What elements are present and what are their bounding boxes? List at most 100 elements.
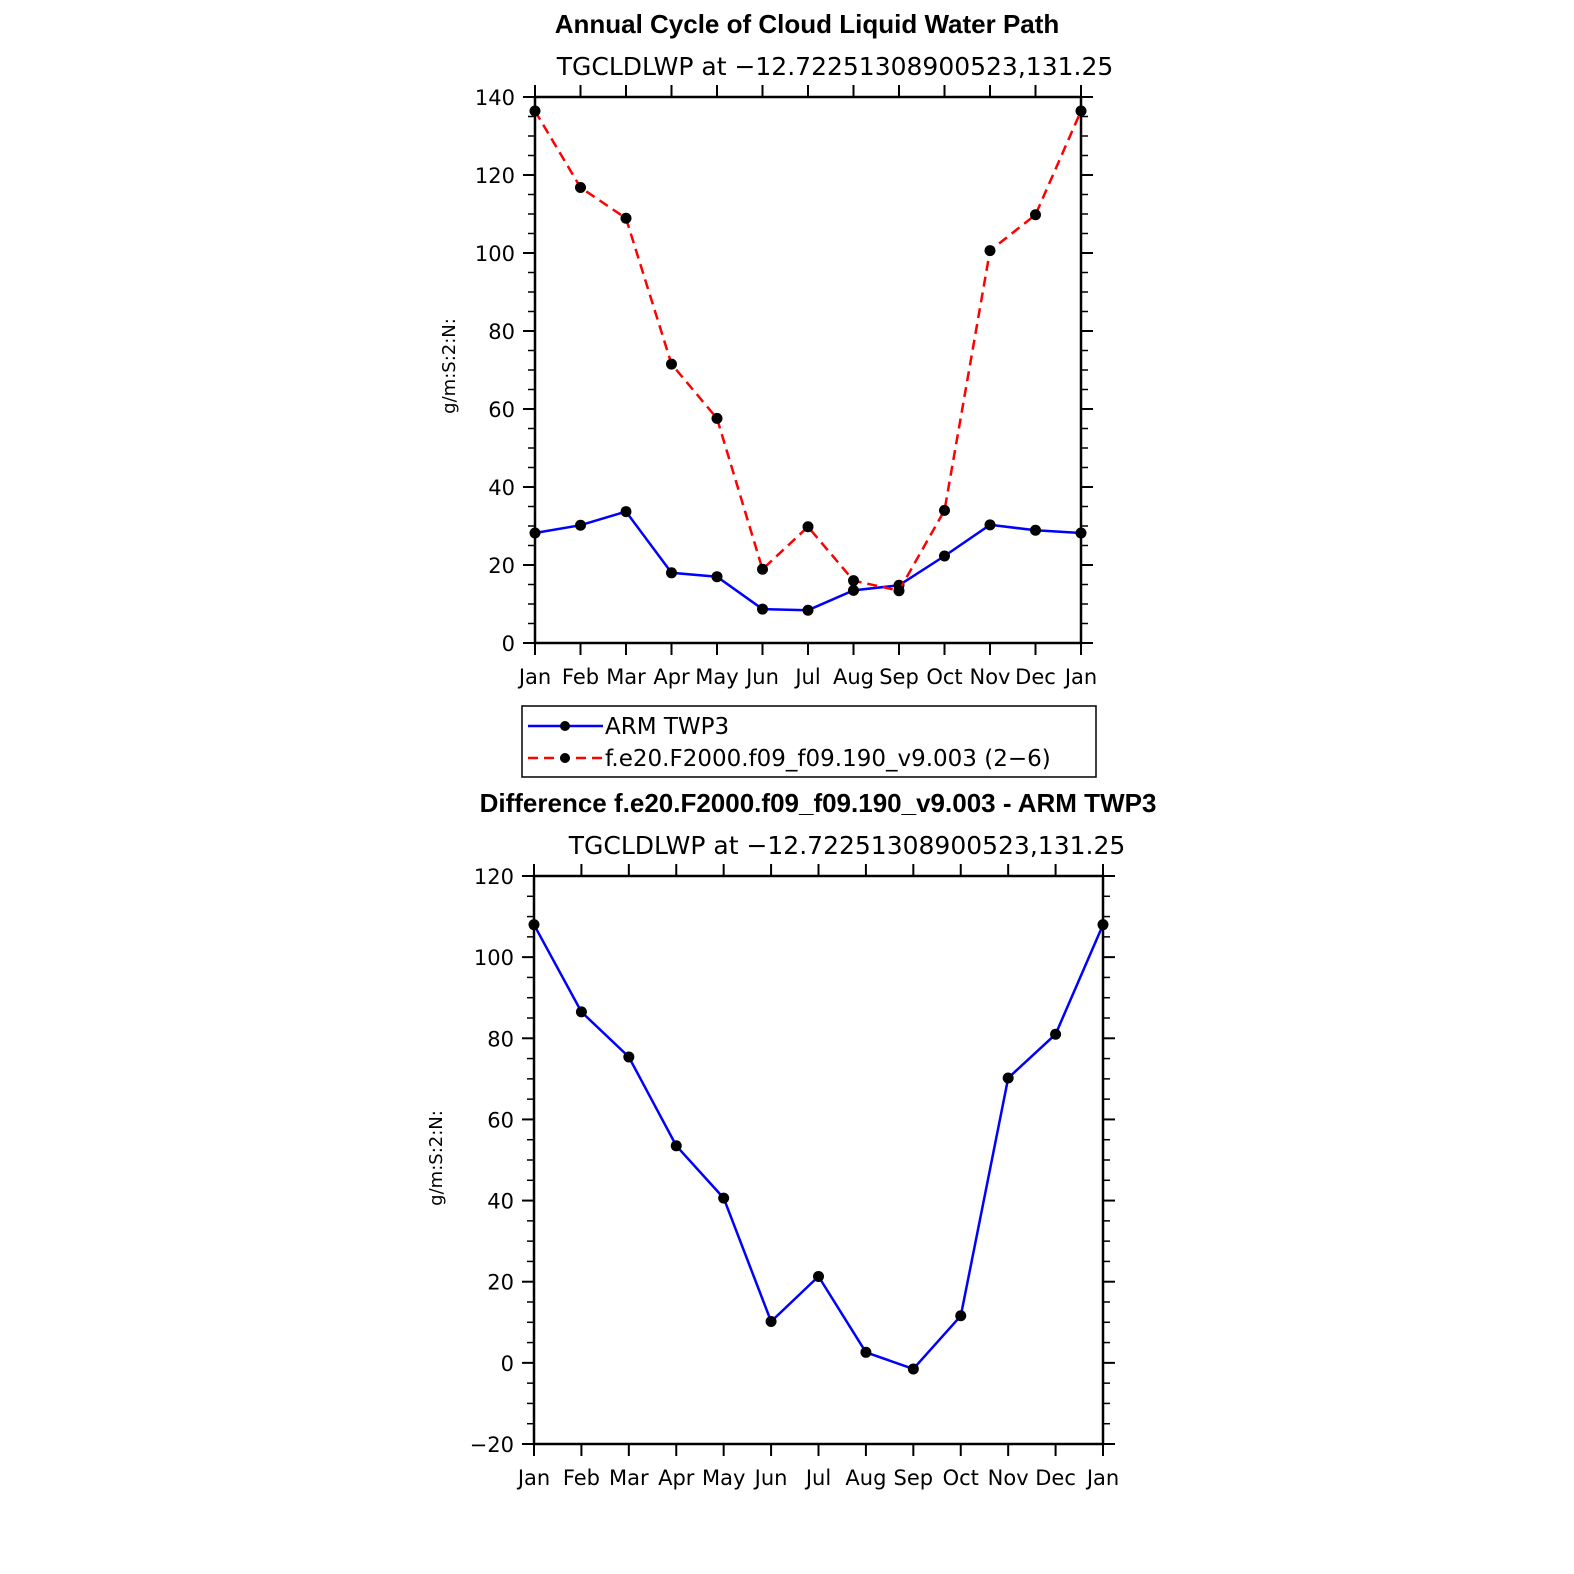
data-point	[848, 584, 859, 596]
series-line	[533, 110, 1083, 593]
x-tick-label: Oct	[926, 665, 962, 689]
x-tick-label: Aug	[845, 1466, 886, 1490]
data-point	[1075, 105, 1087, 117]
legend-label: ARM TWP3	[605, 714, 729, 740]
y-axis-label: g/m:S:2:N:	[426, 1110, 447, 1206]
data-point	[860, 1346, 872, 1358]
x-tick-label: Jun	[744, 665, 779, 689]
data-point	[620, 506, 632, 518]
data-point	[718, 1192, 730, 1204]
plot-frame	[533, 95, 1083, 645]
x-tick-label: Mar	[609, 1466, 649, 1490]
data-point	[670, 1140, 682, 1152]
x-tick-label: Jul	[804, 1466, 831, 1490]
data-point	[666, 358, 677, 370]
data-point	[1097, 919, 1109, 931]
legend-entry-arm-twp3: ARM TWP3	[528, 714, 729, 740]
y-tick-label: 20	[487, 1271, 514, 1295]
data-point	[984, 519, 996, 531]
data-point	[939, 550, 950, 562]
chart-subtitle: TGCLDLWP at −12.72251308900523,131.25	[556, 52, 1114, 81]
legend-box	[521, 705, 1097, 778]
y-axis-label: g/m:S:2:N:	[439, 318, 460, 414]
data-point	[575, 181, 586, 193]
data-point	[802, 521, 814, 533]
legend-label: f.e20.F2000.f09_f09.190_v9.003 (2−6)	[605, 746, 1051, 772]
y-tick-label: 100	[474, 946, 514, 970]
x-tick-label: Jul	[793, 665, 820, 689]
y-tick-label: 140	[475, 86, 515, 110]
data-point	[757, 603, 768, 615]
data-point	[955, 1310, 967, 1322]
legend-marker	[560, 721, 570, 731]
x-tick-label: Aug	[833, 665, 874, 689]
data-point	[939, 504, 950, 516]
x-tick-label: May	[695, 665, 738, 689]
y-tick-label: 40	[488, 476, 515, 500]
data-point	[711, 412, 723, 424]
x-tick-label: Feb	[563, 1466, 600, 1490]
x-tick-label: Nov	[988, 1466, 1029, 1490]
data-point	[529, 105, 541, 117]
legend-entry-model: f.e20.F2000.f09_f09.190_v9.003 (2−6)	[528, 746, 1051, 772]
x-tick-label: Oct	[943, 1466, 979, 1490]
x-tick-label: Jan	[1063, 665, 1097, 689]
y-tick-label: 120	[475, 164, 515, 188]
difference-chart: Difference f.e20.F2000.f09_f09.190_v9.00…	[426, 788, 1156, 1490]
data-point	[623, 1051, 635, 1063]
data-point	[575, 519, 586, 531]
data-point	[757, 563, 768, 575]
x-tick-label: Dec	[1035, 1466, 1076, 1490]
data-point	[620, 212, 632, 224]
data-point	[575, 1006, 587, 1018]
y-tick-label: 0	[501, 1352, 514, 1376]
data-point	[1075, 527, 1087, 539]
y-tick-label: 0	[502, 632, 515, 656]
x-tick-label: Jun	[753, 1466, 788, 1490]
x-tick-label: May	[702, 1466, 745, 1490]
y-tick-label: 60	[488, 398, 515, 422]
x-tick-label: Sep	[894, 1466, 934, 1490]
data-point	[528, 919, 540, 931]
y-tick-label: 120	[474, 865, 514, 889]
data-point	[711, 571, 723, 583]
y-tick-label: 100	[475, 242, 515, 266]
x-tick-label: Dec	[1015, 665, 1056, 689]
data-point	[1030, 524, 1041, 536]
chart-subtitle: TGCLDLWP at −12.72251308900523,131.25	[568, 831, 1126, 860]
x-tick-label: Jan	[1085, 1466, 1119, 1490]
data-point	[765, 1315, 777, 1327]
x-tick-label: Apr	[653, 665, 690, 689]
plot-frame	[532, 874, 1105, 1446]
data-point	[848, 575, 859, 587]
y-tick-label: 80	[487, 1027, 514, 1051]
y-tick-label: 20	[488, 554, 515, 578]
y-tick-label: 60	[487, 1108, 514, 1132]
legend: ARM TWP3 f.e20.F2000.f09_f09.190_v9.003 …	[521, 705, 1097, 778]
data-point	[1002, 1072, 1014, 1084]
legend-marker	[560, 753, 570, 763]
x-tick-label: Sep	[879, 665, 919, 689]
chart-title: Annual Cycle of Cloud Liquid Water Path	[555, 9, 1060, 39]
x-tick-label: Jan	[516, 1466, 550, 1490]
x-tick-label: Jan	[517, 665, 551, 689]
x-tick-label: Nov	[970, 665, 1011, 689]
data-point	[984, 245, 996, 257]
data-point	[1050, 1028, 1062, 1040]
y-tick-label: 40	[487, 1190, 514, 1214]
data-point	[813, 1270, 824, 1282]
chart-title: Difference f.e20.F2000.f09_f09.190_v9.00…	[480, 788, 1157, 818]
data-point	[907, 1363, 919, 1375]
data-point	[529, 527, 541, 539]
data-point	[666, 567, 677, 579]
x-tick-label: Apr	[658, 1466, 695, 1490]
series-line	[532, 924, 1105, 1371]
data-point	[1030, 209, 1041, 221]
x-tick-label: Feb	[562, 665, 599, 689]
data-point	[802, 604, 814, 616]
x-tick-label: Mar	[606, 665, 646, 689]
data-point	[893, 585, 905, 597]
annual-cycle-chart: Annual Cycle of Cloud Liquid Water Path …	[439, 9, 1113, 689]
y-tick-label: −20	[470, 1433, 514, 1457]
